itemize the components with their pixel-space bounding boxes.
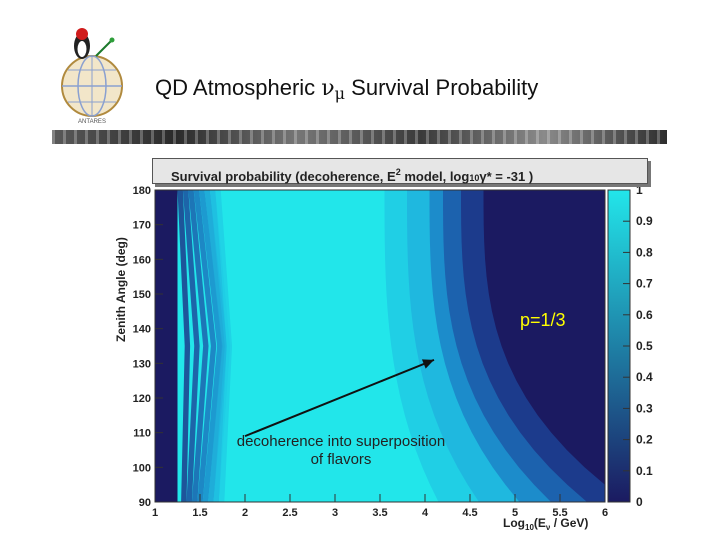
title-prefix: QD Atmospheric xyxy=(155,75,322,100)
x-tick-label: 5.5 xyxy=(552,507,567,519)
low-energy-band xyxy=(155,190,178,502)
slide-title: QD Atmospheric νμ Survival Probability xyxy=(155,75,538,103)
heatmap-contour-left xyxy=(188,190,209,502)
x-label-sub2: ν xyxy=(545,523,551,532)
colorbar-tick-label: 0.5 xyxy=(636,339,653,353)
heatmap-contour-left xyxy=(199,190,223,502)
heatmap-contour-left xyxy=(193,190,217,502)
chart-title-end: = -31 ) xyxy=(491,169,534,184)
annotation-decoherence: decoherence into superposition of flavor… xyxy=(206,433,476,469)
heatmap-contour-left xyxy=(204,190,228,502)
heatmap-contour-right xyxy=(483,190,605,502)
title-nu: ν xyxy=(321,76,335,101)
decorative-photo-band xyxy=(52,130,667,144)
colorbar-tick-label: 0.6 xyxy=(636,308,653,322)
x-tick-label: 3 xyxy=(332,507,338,519)
x-tick-label: 5 xyxy=(512,507,518,519)
y-axis-label: Zenith Angle (deg) xyxy=(114,237,128,342)
x-label-mid: (E xyxy=(533,516,546,530)
heatmap-contour-left xyxy=(182,190,200,502)
decorative-band-texture xyxy=(52,130,667,144)
annotation-arrow xyxy=(244,358,435,438)
colorbar-tick-label: 0.4 xyxy=(636,370,653,384)
x-axis-label: Log10(Eν / GeV) xyxy=(503,516,588,532)
x-tick-label: 6 xyxy=(602,507,608,519)
colorbar-tick-label: 0.2 xyxy=(636,433,653,447)
colorbar-tick-label: 0.9 xyxy=(636,214,653,228)
colorbar-tick-label: 0.3 xyxy=(636,401,653,415)
y-tick-label: 170 xyxy=(133,220,151,232)
penguin-globe-icon: ANTARES xyxy=(61,28,123,125)
annotation-decoherence-line2: of flavors xyxy=(310,451,372,468)
y-tick-label: 180 xyxy=(133,185,151,197)
chart-title-sup: 2 xyxy=(395,167,401,177)
colorbar-tick-label: 0.7 xyxy=(636,277,653,291)
x-tick-label: 2 xyxy=(242,507,248,519)
y-tick-label: 140 xyxy=(133,324,151,336)
y-tick-label: 130 xyxy=(133,358,151,370)
y-tick-label: 160 xyxy=(133,254,151,266)
annotation-arrowhead xyxy=(421,359,434,369)
y-tick-label: 100 xyxy=(133,462,151,474)
heatmap-plot-area xyxy=(155,190,605,502)
x-tick-label: 1.5 xyxy=(192,507,207,519)
chart-title-gamma: γ* xyxy=(479,169,492,184)
title-mu: μ xyxy=(334,84,346,103)
x-tick-label: 1 xyxy=(152,507,158,519)
y-tick-label: 90 xyxy=(139,497,151,509)
antares-logo: ANTARES xyxy=(52,22,132,128)
x-tick-label: 3.5 xyxy=(372,507,387,519)
x-label-pre: Log xyxy=(503,516,525,530)
chart-title-mid: model, log xyxy=(400,169,470,184)
colorbar-tick-label: 0 xyxy=(636,495,643,509)
x-label-end: / GeV) xyxy=(550,516,589,530)
annotation-p-value: p=1/3 xyxy=(520,310,566,330)
heatmap-contour-left xyxy=(177,190,191,502)
y-tick-label: 120 xyxy=(133,393,151,405)
colorbar-tick-label: 1 xyxy=(636,183,643,197)
x-tick-label: 2.5 xyxy=(282,507,297,519)
y-tick-label: 110 xyxy=(133,428,151,440)
colorbar-tick-label: 0.1 xyxy=(636,464,653,478)
annotation-decoherence-line1: decoherence into superposition xyxy=(236,433,446,450)
title-suffix: Survival Probability xyxy=(345,75,539,100)
y-tick-label: 150 xyxy=(133,289,151,301)
x-label-sub1: 10 xyxy=(525,523,534,532)
x-tick-label: 4.5 xyxy=(462,507,477,519)
colorbar-tick-label: 0.8 xyxy=(636,245,653,259)
chart-title: Survival probability (decoherence, E2 mo… xyxy=(152,158,648,184)
x-tick-label: 4 xyxy=(422,507,429,519)
chart-title-main: Survival probability (decoherence, E xyxy=(171,169,396,184)
heatmap-contour-left xyxy=(215,190,233,502)
logo-caption: ANTARES xyxy=(78,119,106,125)
chart-title-sub: 10 xyxy=(469,173,480,183)
